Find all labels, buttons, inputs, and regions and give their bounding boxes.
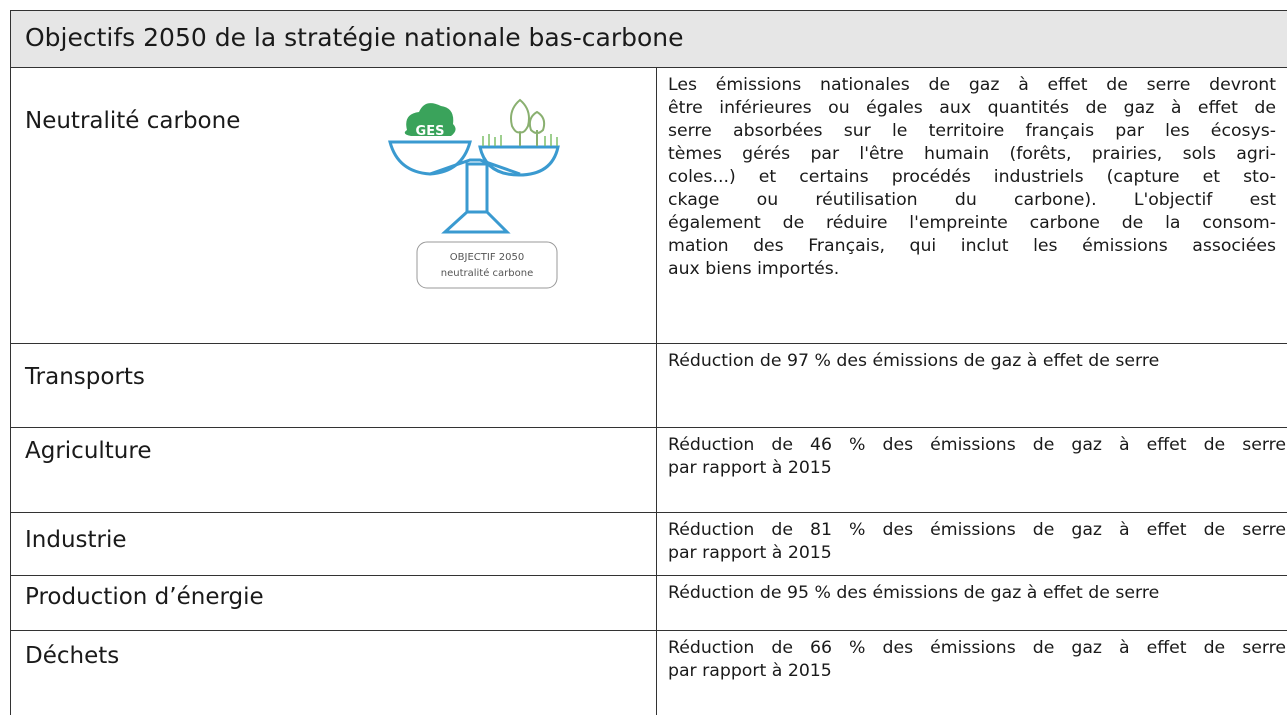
description-line: Réduction de 66 % des émissions de gaz à… xyxy=(668,638,1286,658)
row-name: Transports xyxy=(25,364,145,390)
cloud xyxy=(404,103,456,136)
description-line: Les émissions nationales de gaz à effet … xyxy=(668,75,1276,95)
description-cell: Réduction de 46 % des émissions de gaz à… xyxy=(656,427,1287,512)
header-title: Objectifs 2050 de la stratégie nationale… xyxy=(25,23,684,52)
row-name: Neutralité carbone xyxy=(25,108,241,134)
description-line: Réduction de 81 % des émissions de gaz à… xyxy=(668,520,1286,540)
header: Objectifs 2050 de la stratégie nationale… xyxy=(10,10,1287,68)
badge xyxy=(416,241,558,289)
description-line: ckage ou réutilisation du carbone). L'ob… xyxy=(668,190,1276,210)
left-pan xyxy=(388,140,472,176)
row-name: Déchets xyxy=(25,643,120,669)
cloud-label: GES xyxy=(416,124,445,139)
description-cell: Les émissions nationales de gaz à effet … xyxy=(656,67,1287,343)
description-cell: Réduction de 81 % des émissions de gaz à… xyxy=(656,512,1287,575)
row-name: Agriculture xyxy=(25,438,152,464)
trees xyxy=(510,98,546,146)
description-line: également de réduire l'empreinte carbone… xyxy=(668,213,1276,233)
description-line: serre absorbées sur le territoire frança… xyxy=(668,121,1276,141)
description-line: tèmes gérés par l'être humain (forêts, p… xyxy=(668,144,1276,164)
description-line: Réduction de 97 % des émissions de gaz à… xyxy=(668,351,1160,371)
description-line: Réduction de 46 % des émissions de gaz à… xyxy=(668,435,1286,455)
badge-line2: neutralité carbone xyxy=(441,267,534,279)
description-line: par rapport à 2015 xyxy=(668,458,832,478)
description-cell: Réduction de 97 % des émissions de gaz à… xyxy=(656,343,1287,427)
description-line: être inférieures ou égales aux quantités… xyxy=(668,98,1276,118)
description-line: coles...) et certains procédés industrie… xyxy=(668,167,1276,187)
grass xyxy=(482,134,558,146)
description-line: Réduction de 95 % des émissions de gaz à… xyxy=(668,583,1160,603)
name-cell: Déchets xyxy=(10,630,656,715)
name-cell: Industrie xyxy=(10,512,656,575)
name-cell: Agriculture xyxy=(10,427,656,512)
row-name: Production d’énergie xyxy=(25,584,264,610)
name-cell: Neutralité carbone xyxy=(10,67,656,343)
description-line: par rapport à 2015 xyxy=(668,661,832,681)
icon: GES OBJECTIF 2050 neutralité carbone xyxy=(388,98,560,289)
right-pan xyxy=(478,145,560,177)
description-cell: Réduction de 66 % des émissions de gaz à… xyxy=(656,630,1287,715)
name-cell: Production d’énergie xyxy=(10,575,656,630)
name-cell: Transports xyxy=(10,343,656,427)
balance-stand xyxy=(429,158,521,234)
description-line: par rapport à 2015 xyxy=(668,543,832,563)
description-line: aux biens importés. xyxy=(668,259,840,279)
row-name: Industrie xyxy=(25,527,127,553)
description-line: mation des Français, qui inclut les émis… xyxy=(668,236,1276,256)
badge-line1: OBJECTIF 2050 xyxy=(450,252,524,263)
description-cell: Réduction de 95 % des émissions de gaz à… xyxy=(656,575,1287,630)
